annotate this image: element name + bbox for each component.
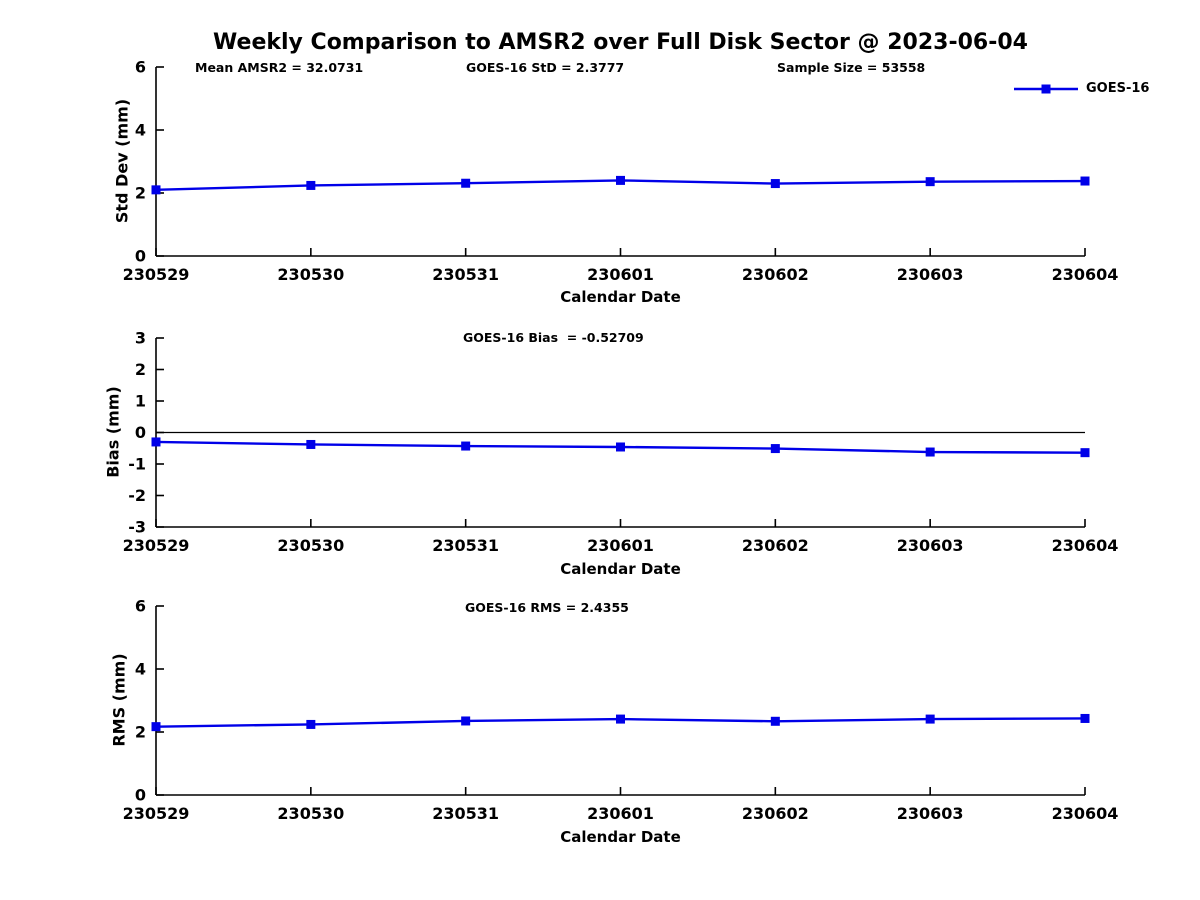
- stat-annotation-goes16-std: GOES-16 StD = 2.3777: [466, 60, 625, 75]
- x-tick-label: 230531: [432, 536, 499, 555]
- x-axis-label-calendar-date-middle: Calendar Date: [560, 560, 681, 578]
- x-tick-label: 230531: [432, 804, 499, 823]
- x-tick-label: 230604: [1052, 265, 1119, 284]
- data-point-marker: [461, 716, 471, 726]
- x-tick-label: 230530: [277, 265, 344, 284]
- x-tick-label: 230602: [742, 804, 809, 823]
- x-tick-label: 230602: [742, 536, 809, 555]
- y-tick-label: 0: [135, 423, 146, 442]
- x-tick-label: 230529: [123, 265, 190, 284]
- data-point-marker: [1080, 176, 1090, 186]
- data-point-marker: [151, 185, 161, 195]
- y-tick-label: 6: [135, 58, 146, 77]
- data-point-marker: [925, 177, 935, 187]
- stat-annotation-goes16-bias: GOES-16 Bias = -0.52709: [463, 330, 644, 345]
- stat-annotation-sample-size: Sample Size = 53558: [777, 60, 926, 75]
- x-tick-label: 230601: [587, 536, 654, 555]
- y-tick-label: 4: [135, 121, 146, 140]
- x-axis-label-calendar-date-bottom: Calendar Date: [560, 828, 681, 846]
- x-tick-label: 230530: [277, 804, 344, 823]
- data-point-marker: [151, 437, 161, 447]
- stat-annotation-goes16-rms: GOES-16 RMS = 2.4355: [465, 600, 629, 615]
- data-point-marker: [770, 716, 780, 726]
- data-point-marker: [461, 441, 471, 451]
- data-point-marker: [1080, 713, 1090, 723]
- data-point-marker: [925, 447, 935, 457]
- x-tick-label: 230601: [587, 804, 654, 823]
- figure-title: Weekly Comparison to AMSR2 over Full Dis…: [213, 30, 1028, 55]
- y-tick-label: 1: [135, 392, 146, 411]
- data-point-marker: [306, 180, 316, 190]
- x-tick-label: 230604: [1052, 804, 1119, 823]
- y-tick-label: 2: [135, 360, 146, 379]
- data-point-marker: [151, 722, 161, 732]
- data-point-marker: [461, 178, 471, 188]
- x-tick-label: 230601: [587, 265, 654, 284]
- y-tick-label: 0: [135, 247, 146, 266]
- legend: GOES-16: [1014, 81, 1149, 96]
- y-tick-label: 2: [135, 184, 146, 203]
- x-tick-label: 230603: [897, 265, 964, 284]
- data-point-marker: [925, 714, 935, 724]
- data-point-marker: [306, 719, 316, 729]
- data-point-marker: [616, 175, 625, 185]
- data-point-marker: [1080, 448, 1090, 458]
- x-tick-label: 230530: [277, 536, 344, 555]
- y-tick-label: 3: [135, 329, 146, 348]
- x-tick-label: 230529: [123, 536, 190, 555]
- x-tick-label: 230529: [123, 804, 190, 823]
- data-point-marker: [770, 444, 780, 454]
- data-point-marker: [616, 714, 625, 724]
- x-axis-label-calendar-date-top: Calendar Date: [560, 288, 681, 306]
- x-tick-label: 230604: [1052, 536, 1119, 555]
- y-tick-label: -3: [128, 518, 146, 537]
- data-point-marker: [770, 179, 780, 189]
- stat-annotation-mean-amsr2: Mean AMSR2 = 32.0731: [195, 60, 364, 75]
- y-tick-label: -2: [128, 486, 146, 505]
- legend-marker: [1041, 84, 1051, 93]
- y-tick-label: 4: [135, 660, 146, 679]
- x-tick-label: 230602: [742, 265, 809, 284]
- legend-label: GOES-16: [1086, 81, 1150, 96]
- x-tick-label: 230603: [897, 804, 964, 823]
- data-point-marker: [306, 439, 316, 449]
- x-tick-label: 230603: [897, 536, 964, 555]
- y-tick-label: 6: [135, 597, 146, 616]
- y-tick-label: 2: [135, 723, 146, 742]
- data-point-marker: [616, 442, 625, 452]
- y-tick-label: 0: [135, 786, 146, 805]
- legend-line-marker-icon: [1014, 84, 1078, 93]
- x-tick-label: 230531: [432, 265, 499, 284]
- y-tick-label: -1: [128, 455, 146, 474]
